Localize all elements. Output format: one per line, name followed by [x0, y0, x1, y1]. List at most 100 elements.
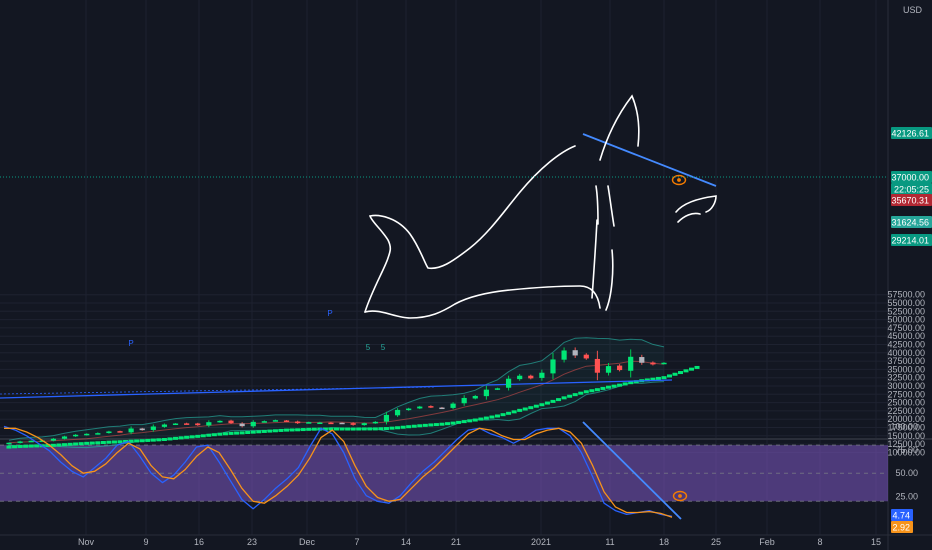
ma-dot [261, 429, 267, 433]
price-tick-label: 32500.00 [887, 373, 925, 383]
ma-dot [378, 427, 384, 431]
ma-dot [45, 444, 51, 448]
price-tick-label: 55000.00 [887, 298, 925, 308]
bollinger-basis [8, 360, 665, 444]
candle [406, 408, 412, 411]
candle [28, 440, 34, 443]
ma-dot [655, 376, 661, 380]
ma-dot [239, 431, 245, 435]
ma-dot [567, 394, 573, 398]
ma-dot [167, 437, 173, 441]
time-tick-label: 21 [451, 537, 461, 547]
candle [394, 409, 401, 416]
candle [261, 421, 267, 423]
candle [494, 388, 501, 390]
candle [139, 428, 145, 431]
ma-dot [678, 371, 683, 375]
shark-stroke [677, 212, 701, 223]
price-tick-label: 25000.00 [887, 398, 925, 408]
ma-dot [84, 441, 90, 445]
indicator-badge [891, 509, 913, 521]
candle [306, 422, 312, 424]
currency-label: USD [903, 5, 923, 15]
ma-dot [533, 404, 539, 408]
trend-line-indicator [582, 421, 682, 520]
ma-dot [428, 423, 434, 427]
price-badge-label: 29214.01 [891, 236, 929, 246]
stoch-rsi-band [0, 444, 888, 502]
candle [594, 358, 600, 373]
ma-dot [622, 382, 628, 386]
ma-dot [583, 390, 589, 394]
ma-dot [628, 381, 634, 385]
candle [505, 378, 512, 388]
ma-dot [522, 407, 528, 411]
candle [483, 389, 489, 397]
candle [150, 426, 156, 430]
candle [528, 375, 534, 379]
ma-dot [689, 367, 694, 371]
alert-eye-pupil [677, 178, 681, 182]
indicator-tick-label: 50.00 [895, 468, 918, 478]
alert-eye-pupil [678, 494, 682, 498]
indicator-axis[interactable]: 25.00 50.00 75.00 100.00 [890, 421, 918, 501]
ma-dot [117, 440, 123, 444]
stoch-rsi-lines [3, 425, 673, 518]
time-tick-label: 14 [401, 537, 411, 547]
ma-dot [400, 425, 406, 429]
ma-dot [406, 425, 412, 429]
ma-dot [683, 369, 689, 373]
ma-dot [195, 434, 201, 438]
ma-dot [556, 398, 562, 402]
ma-dot [217, 432, 223, 436]
ma-dot [422, 423, 428, 427]
ma-dot [467, 419, 473, 423]
candle [95, 433, 101, 435]
alert-eye-icon[interactable] [671, 174, 687, 186]
ma-dot [472, 418, 478, 422]
candle [428, 406, 434, 408]
candle [61, 436, 68, 439]
signal-marker: 5 [381, 343, 386, 352]
ma-dot [28, 444, 34, 448]
price-axis[interactable]: 10000.0012500.0015000.0017500.0020000.00… [887, 290, 925, 458]
ma-dot [95, 441, 101, 445]
ma-dot [139, 439, 145, 443]
ma-dot [445, 422, 451, 426]
ma-dot [600, 386, 606, 390]
ma-dot [272, 429, 278, 433]
ma-dot [89, 441, 95, 445]
ma-dot [250, 430, 256, 434]
ma-dot [345, 427, 351, 431]
ma-dot [389, 426, 395, 430]
shark-stroke [599, 94, 640, 161]
alert-eye-icon[interactable] [672, 490, 688, 502]
candle [295, 421, 301, 424]
candle [383, 414, 390, 422]
indicator-tick-label: 100.00 [890, 421, 918, 431]
ma-dot [500, 413, 506, 417]
ma-dot [339, 427, 345, 431]
ma-dot [100, 441, 106, 445]
ma-dot [367, 427, 373, 431]
alert-eye-icons[interactable] [671, 174, 688, 502]
price-tick-label: 35000.00 [887, 364, 925, 374]
candle [84, 433, 90, 436]
candle [206, 422, 212, 426]
time-tick-label: 25 [711, 537, 721, 547]
candle [661, 362, 667, 365]
candle [272, 420, 279, 422]
time-axis[interactable]: Nov 9 16 23 Dec 7 14 21 2021 11 18 25 Feb 8 15 [78, 537, 881, 547]
ma-dot [56, 443, 62, 447]
price-tick-label: 50000.00 [887, 315, 925, 325]
price-badge-label: 31624.56 [891, 218, 929, 228]
ma-dot [372, 427, 378, 431]
ma-dot [189, 435, 195, 439]
candle [106, 431, 112, 434]
time-tick-label: 18 [659, 537, 669, 547]
ma-dot [311, 427, 317, 431]
time-tick-label: 11 [605, 537, 614, 547]
bollinger-upper [8, 337, 665, 441]
price-badge-label: 37000.00 [891, 173, 929, 183]
